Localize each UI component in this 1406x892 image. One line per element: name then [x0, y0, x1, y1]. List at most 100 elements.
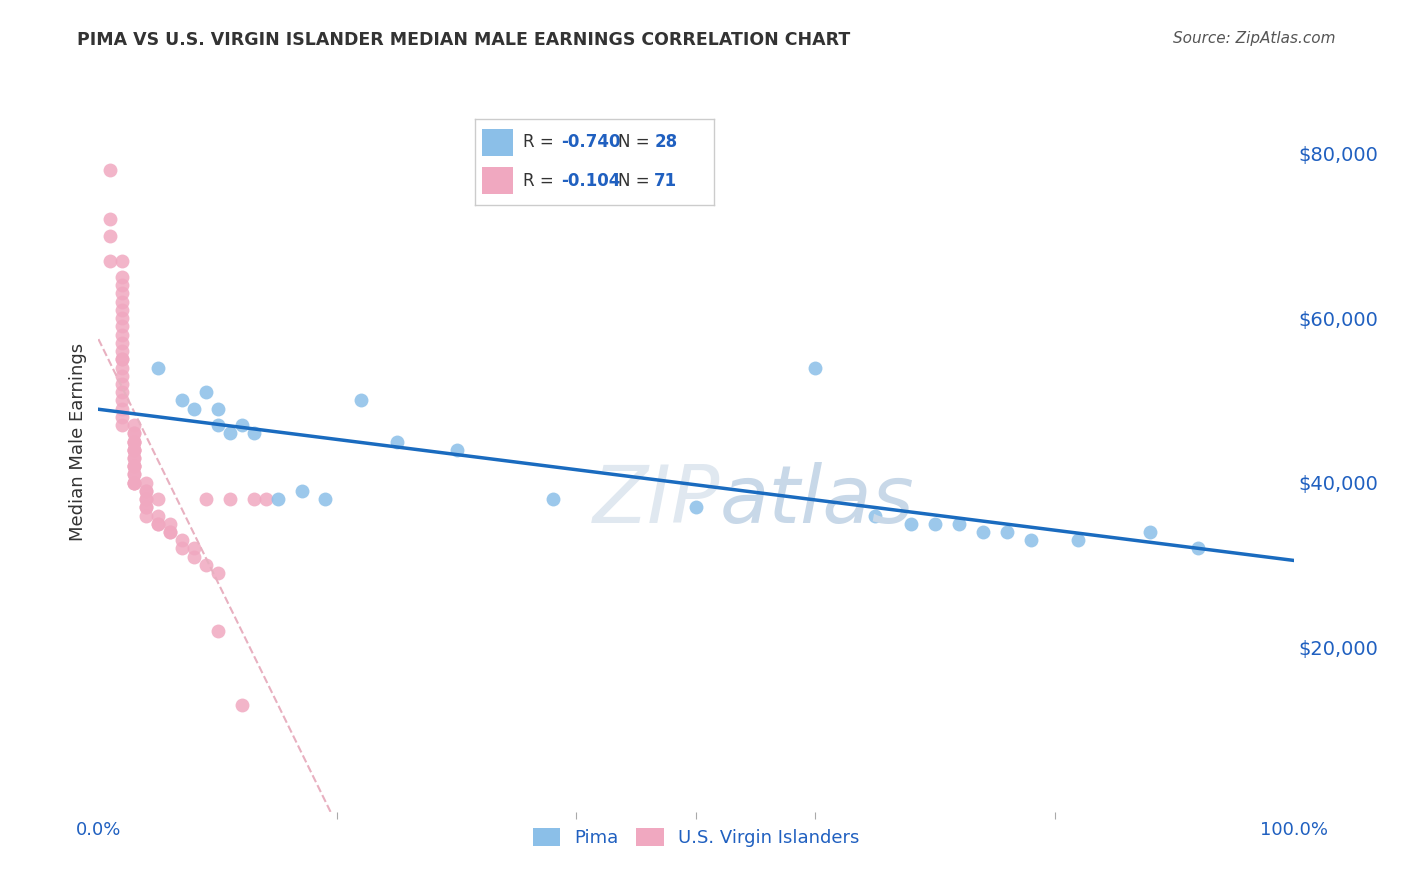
Point [124, 442, 146, 457]
Point [195, 558, 218, 572]
Point [207, 566, 229, 581]
Point [124, 434, 146, 449]
Point [1139, 524, 1161, 539]
Point [231, 418, 253, 433]
Point [135, 500, 157, 515]
Point [124, 459, 146, 474]
Point [267, 492, 290, 507]
Text: PIMA VS U.S. VIRGIN ISLANDER MEDIAN MALE EARNINGS CORRELATION CHART: PIMA VS U.S. VIRGIN ISLANDER MEDIAN MALE… [77, 31, 851, 49]
Text: Source: ZipAtlas.com: Source: ZipAtlas.com [1173, 31, 1336, 46]
Point [172, 533, 194, 548]
Point [207, 418, 229, 433]
Point [124, 434, 146, 449]
Point [315, 492, 337, 507]
Point [159, 524, 181, 539]
Point [124, 418, 146, 433]
Point [159, 524, 181, 539]
Point [111, 335, 134, 350]
Point [111, 368, 134, 383]
Point [124, 467, 146, 482]
Point [291, 483, 314, 498]
Point [135, 483, 157, 498]
Point [172, 393, 194, 408]
Point [111, 409, 134, 424]
Point [1019, 533, 1042, 548]
Point [148, 516, 170, 531]
Point [98, 163, 122, 178]
Point [685, 500, 707, 515]
Point [124, 426, 146, 441]
Point [195, 385, 218, 400]
Point [135, 508, 157, 523]
Point [231, 698, 253, 712]
Point [98, 253, 122, 268]
Point [159, 516, 181, 531]
Point [111, 418, 134, 433]
Point [98, 228, 122, 243]
Point [148, 508, 170, 523]
Point [148, 516, 170, 531]
Point [207, 401, 229, 416]
Text: atlas: atlas [720, 462, 915, 540]
Point [111, 360, 134, 375]
Point [111, 401, 134, 416]
Point [972, 524, 994, 539]
Point [995, 524, 1018, 539]
Point [124, 426, 146, 441]
Point [135, 492, 157, 507]
Point [243, 492, 266, 507]
Point [900, 516, 922, 531]
Point [172, 541, 194, 556]
Point [124, 475, 146, 490]
Point [254, 492, 277, 507]
Y-axis label: Median Male Earnings: Median Male Earnings [69, 343, 87, 541]
Point [111, 286, 134, 301]
Point [219, 492, 242, 507]
Point [804, 360, 827, 375]
Point [111, 376, 134, 391]
Point [124, 442, 146, 457]
Point [135, 492, 157, 507]
Point [124, 475, 146, 490]
Point [111, 294, 134, 309]
Point [111, 344, 134, 359]
Point [148, 360, 170, 375]
Point [446, 442, 468, 457]
Point [124, 459, 146, 474]
Point [924, 516, 946, 531]
Point [350, 393, 373, 408]
Point [948, 516, 970, 531]
Point [135, 483, 157, 498]
Point [385, 434, 409, 449]
Point [207, 624, 229, 638]
Point [183, 549, 205, 564]
Point [183, 401, 205, 416]
Point [1187, 541, 1209, 556]
Point [111, 253, 134, 268]
Point [111, 311, 134, 326]
Point [124, 450, 146, 465]
Point [124, 450, 146, 465]
Legend: Pima, U.S. Virgin Islanders: Pima, U.S. Virgin Islanders [526, 822, 866, 855]
Point [124, 434, 146, 449]
Point [111, 278, 134, 293]
Point [865, 508, 887, 523]
Point [124, 442, 146, 457]
Point [135, 500, 157, 515]
Point [148, 492, 170, 507]
Point [111, 319, 134, 334]
Point [111, 302, 134, 317]
Point [111, 352, 134, 367]
Point [195, 492, 218, 507]
Point [1067, 533, 1090, 548]
Point [111, 385, 134, 400]
Point [111, 393, 134, 408]
Point [124, 475, 146, 490]
Point [111, 270, 134, 285]
Point [219, 426, 242, 441]
Point [111, 352, 134, 367]
Point [243, 426, 266, 441]
Point [111, 327, 134, 342]
Text: ZIP: ZIP [592, 462, 720, 540]
Point [135, 475, 157, 490]
